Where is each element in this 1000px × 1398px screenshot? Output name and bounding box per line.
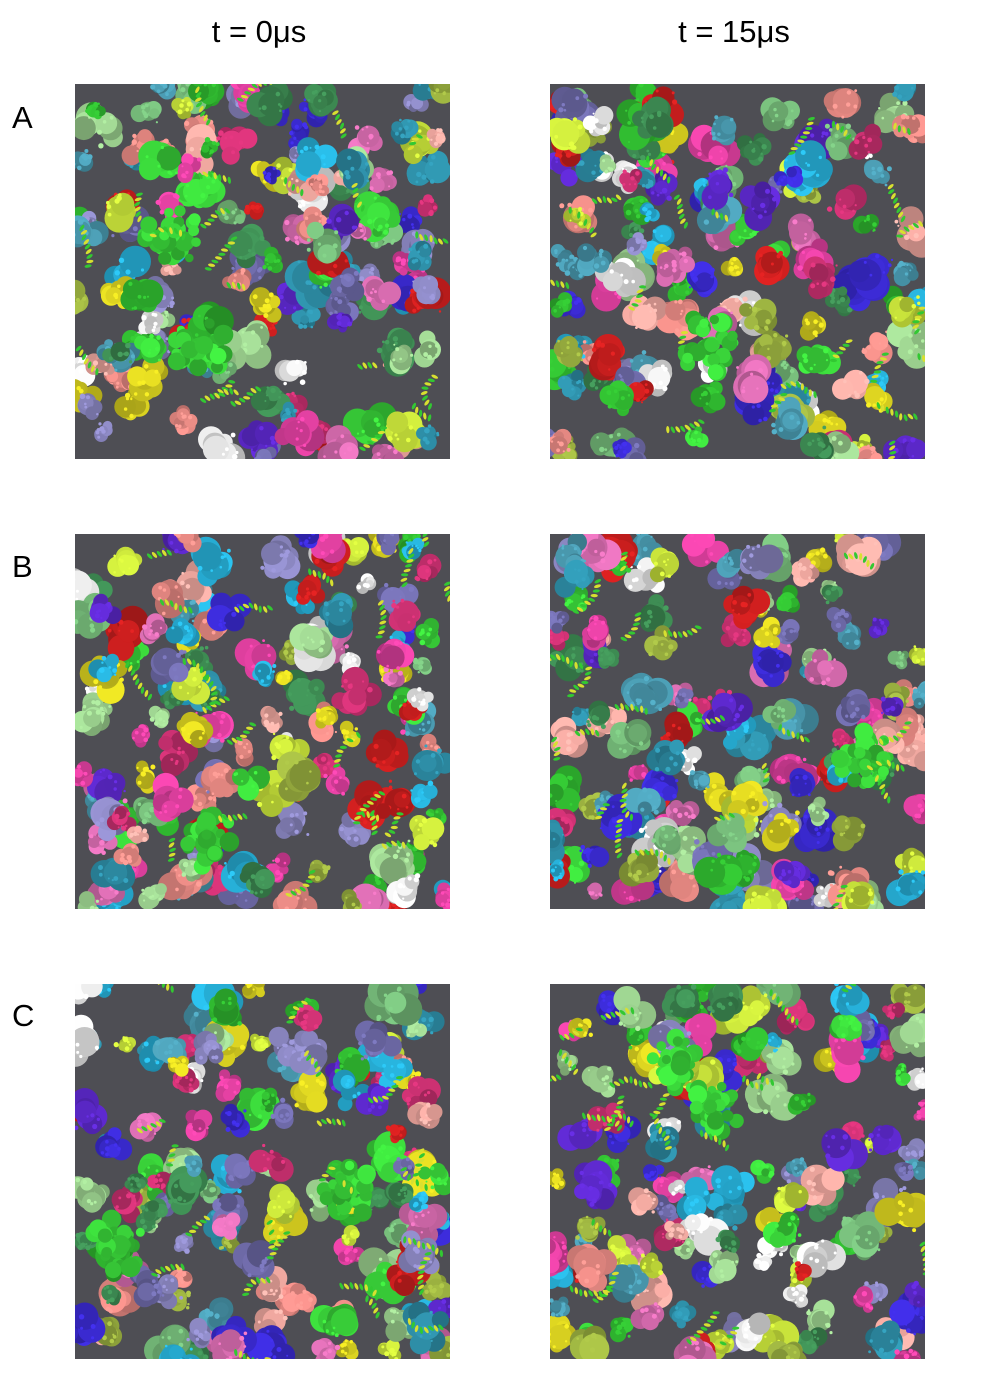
- row-label-c: C: [12, 998, 35, 1033]
- protein-crowd-image: [550, 984, 925, 1359]
- panel-C-t0: [75, 984, 450, 1359]
- column-header-t0: t = 0μs: [211, 14, 307, 49]
- protein-crowd-image: [550, 534, 925, 909]
- row-label-b: B: [12, 549, 33, 584]
- panel-B-t0: [75, 534, 450, 909]
- protein-crowd-image: [75, 984, 450, 1359]
- panel-C-t15: [550, 984, 925, 1359]
- column-header-t15: t = 15μs: [678, 14, 790, 49]
- panel-A-t15: [550, 84, 925, 459]
- protein-crowd-image: [75, 534, 450, 909]
- protein-crowd-image: [75, 84, 450, 459]
- row-label-a: A: [12, 100, 33, 135]
- protein-crowd-image: [550, 84, 925, 459]
- panel-A-t0: [75, 84, 450, 459]
- panel-B-t15: [550, 534, 925, 909]
